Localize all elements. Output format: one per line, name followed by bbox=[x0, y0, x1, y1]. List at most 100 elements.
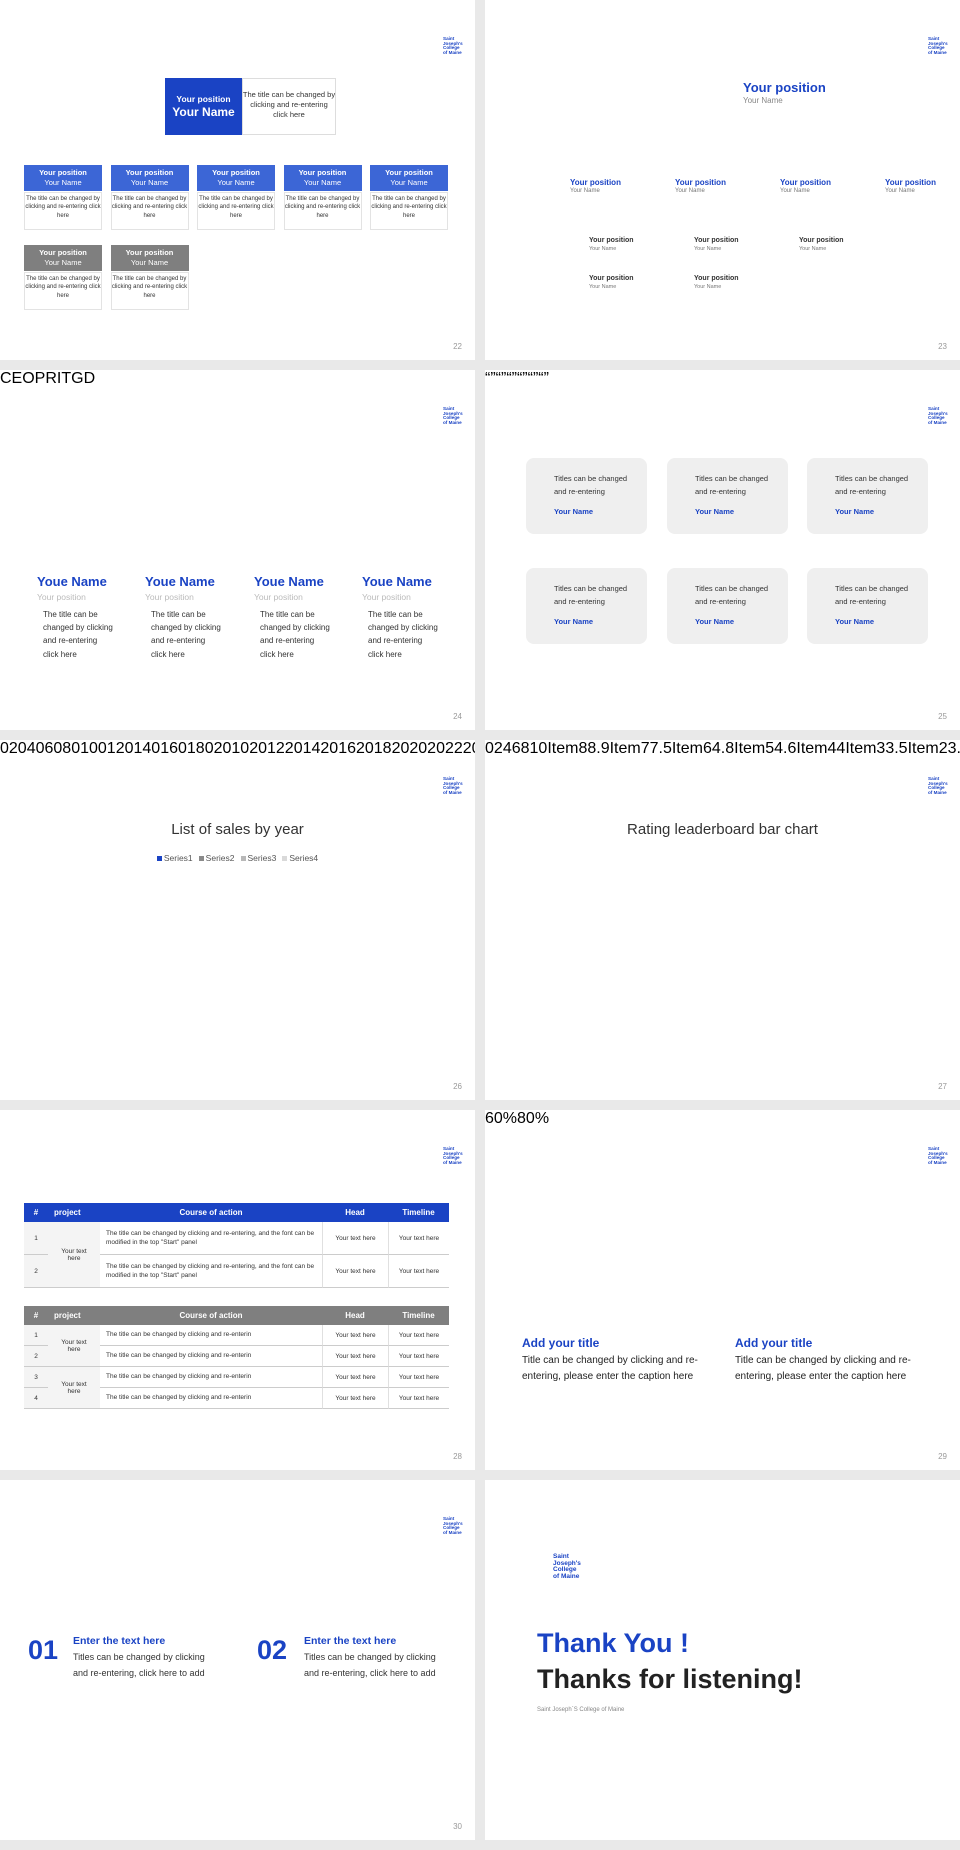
y-tick-label: 40 bbox=[26, 740, 45, 757]
logo-line: Saint bbox=[443, 1146, 455, 1151]
y-tick-label: 80 bbox=[62, 740, 81, 757]
quote-card bbox=[526, 458, 647, 534]
table-cell: Your text here bbox=[48, 1325, 100, 1367]
logo-line: Joseph's bbox=[928, 40, 948, 46]
member-header bbox=[283, 165, 362, 191]
table-cell: 2 bbox=[24, 1346, 48, 1367]
person-name: Youe Name bbox=[145, 574, 215, 589]
logo-text: Saint Joseph's College of Maine bbox=[928, 776, 948, 795]
y-tick-label: 180 bbox=[186, 740, 214, 757]
y-tick-label: 120 bbox=[106, 740, 134, 757]
y-tick-label: 140 bbox=[133, 740, 161, 757]
table-cell: Your text here bbox=[388, 1255, 449, 1288]
logo-text: Saint Joseph's College of Maine bbox=[553, 1553, 581, 1580]
quote-open: “ bbox=[495, 370, 501, 387]
subnode-position: Your position bbox=[589, 275, 634, 282]
page-number: 29 bbox=[938, 1452, 947, 1461]
top-name: Your Name bbox=[743, 96, 783, 105]
subnode-position: Your position bbox=[589, 237, 634, 244]
logo-line: of Maine bbox=[443, 1529, 462, 1535]
college-name: Saint Joseph`S College of Maine bbox=[537, 1707, 625, 1713]
logo-line: of Maine bbox=[928, 1159, 947, 1165]
quote-open: “ bbox=[506, 370, 512, 387]
table-header: Head bbox=[322, 1306, 388, 1325]
donut-label: 80% bbox=[517, 1110, 550, 1127]
x-tick-label: 2018 bbox=[355, 740, 392, 757]
role-badge-label: IT bbox=[56, 370, 72, 387]
member-text: The title can be changed by clicking and… bbox=[283, 192, 362, 230]
subnode-name: Your Name bbox=[694, 246, 722, 252]
quote-card bbox=[807, 458, 928, 534]
member-name: Your Name bbox=[130, 258, 169, 267]
y-tick-label: 0 bbox=[0, 740, 9, 757]
member-name: Your Name bbox=[44, 178, 82, 187]
page-number: 22 bbox=[453, 342, 462, 351]
slide-title: Comparison of sales data bbox=[24, 750, 296, 772]
table-cell: The title can be changed by clicking and… bbox=[100, 1325, 322, 1346]
slide: Saint Joseph's College of Maine Introduction… bbox=[0, 1480, 475, 1840]
member-position: Your position bbox=[125, 248, 174, 257]
item-text: Title can be changed by clicking and re-… bbox=[522, 1355, 698, 1382]
logo-line: Saint bbox=[443, 1516, 455, 1521]
legend-label: Series2 bbox=[205, 853, 235, 863]
member-name: Your Name bbox=[303, 178, 342, 187]
logo-line: of Maine bbox=[443, 419, 462, 425]
member-position: Your position bbox=[39, 168, 87, 177]
legend-label: Series4 bbox=[289, 853, 319, 863]
top-name: Your Name bbox=[172, 105, 235, 119]
logo-line: Joseph's bbox=[928, 410, 948, 416]
legend-label: Series1 bbox=[163, 853, 193, 863]
logo-line: Joseph's bbox=[928, 1150, 948, 1156]
member-header bbox=[24, 245, 102, 271]
logo-line: College bbox=[443, 1155, 460, 1161]
x-tick-label: 2022 bbox=[427, 740, 463, 757]
slide-graphics: “”“”“”“”“”“” bbox=[485, 370, 549, 388]
member-text: The title can be changed by clicking and… bbox=[24, 192, 102, 230]
logo-line: Saint bbox=[443, 36, 455, 41]
quote-open: “ bbox=[538, 370, 544, 387]
slide-title: Leaderboard bar chart bbox=[509, 750, 751, 772]
thanks-title: Thank You ! bbox=[537, 1628, 690, 1658]
quote-card bbox=[667, 568, 788, 644]
logo-text: Saint Joseph's College of Maine bbox=[443, 1146, 463, 1165]
logo-line: Saint bbox=[553, 1553, 569, 1560]
legend-item: Series4 bbox=[282, 853, 318, 863]
node-position: Your position bbox=[885, 178, 936, 187]
table-cell: The title can be changed by clicking and… bbox=[100, 1255, 322, 1288]
logo-text: Saint Joseph's College of Maine bbox=[443, 36, 463, 55]
x-tick-label: 0 bbox=[485, 740, 494, 757]
card-name: Your Name bbox=[554, 617, 594, 626]
slide-graphics: 0246810Item88.9Item77.5Item64.8Item54.6I… bbox=[485, 740, 960, 758]
table-header: Head bbox=[322, 1203, 388, 1222]
data-label: 3.5 bbox=[885, 740, 908, 757]
y-tick-label: Item6 bbox=[671, 740, 712, 757]
card-text: Titles can be changed and re-entering bbox=[554, 474, 628, 496]
item-text: Titles can be changed by clicking and re… bbox=[73, 1652, 205, 1678]
data-label: 4 bbox=[836, 740, 846, 757]
logo-line: College bbox=[443, 1525, 460, 1531]
logo-line: of Maine bbox=[928, 789, 947, 795]
item-text: Titles can be changed by clicking and re… bbox=[304, 1652, 436, 1678]
quote-close: ” bbox=[511, 370, 517, 387]
item-title: Add your title bbox=[522, 1336, 600, 1350]
table-cell: 3 bbox=[24, 1367, 48, 1388]
y-tick-label: 100 bbox=[80, 740, 107, 757]
logo-line: College bbox=[928, 45, 945, 51]
quote-close: ” bbox=[543, 370, 549, 387]
member-text: The title can be changed by clicking and… bbox=[24, 272, 102, 310]
table-header: Timeline bbox=[388, 1203, 449, 1222]
item-number: 01 bbox=[28, 1635, 59, 1665]
table-cell: Your text here bbox=[322, 1388, 388, 1409]
card-name: Your Name bbox=[554, 507, 594, 516]
member-header bbox=[24, 165, 102, 191]
logo-line: Joseph's bbox=[928, 780, 948, 786]
subnode-name: Your Name bbox=[589, 284, 617, 290]
node-name: Your Name bbox=[570, 188, 600, 194]
member-header bbox=[110, 165, 189, 191]
top-position: Your position bbox=[743, 80, 826, 95]
table-cell: Your text here bbox=[322, 1346, 388, 1367]
item-heading: Enter the text here bbox=[304, 1635, 397, 1647]
page-number: 26 bbox=[453, 1082, 462, 1091]
slide-title: Character introduction bbox=[509, 380, 753, 402]
